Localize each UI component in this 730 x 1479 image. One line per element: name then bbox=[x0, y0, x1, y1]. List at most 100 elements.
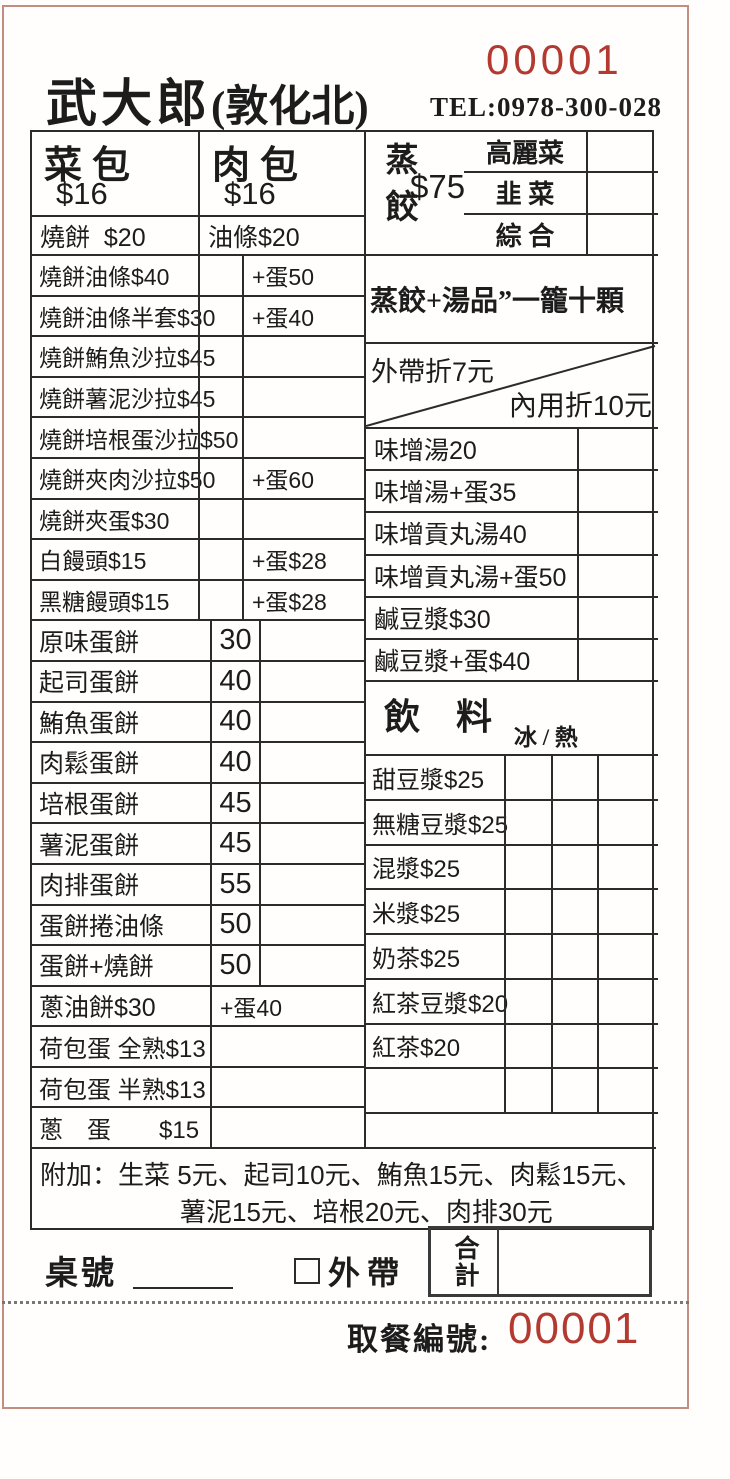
item-price: $75 bbox=[410, 168, 466, 205]
qty-cell bbox=[577, 555, 658, 596]
combo-note-cell: 蒸餃+湯品”一籠十顆 bbox=[366, 254, 658, 342]
hot-qty-cell bbox=[551, 935, 597, 978]
qty-cell bbox=[577, 471, 658, 512]
qty-cell bbox=[210, 1108, 364, 1148]
empty-wide-cell bbox=[366, 1112, 658, 1147]
item-name: 鹹豆漿$30 bbox=[374, 605, 491, 634]
menu-row: 甜豆漿$25 bbox=[366, 754, 658, 799]
menu-row: 紅茶$20 bbox=[366, 1022, 658, 1068]
menu-row: 荷包蛋 半熟$13 bbox=[32, 1065, 364, 1107]
qty-cell bbox=[259, 824, 364, 863]
item-name: 荷包蛋 全熟$13 bbox=[39, 1036, 206, 1064]
drink-rows: 甜豆漿$25 無糖豆漿$25 混漿$25 米漿$25 奶茶$25 紅茶豆漿$20… bbox=[366, 754, 658, 1112]
qty-cell bbox=[597, 979, 658, 1023]
qty-cell bbox=[198, 458, 242, 498]
menu-row: 培根蛋餅 45 bbox=[32, 781, 364, 823]
left-menu-section: 菜包 $16 肉包 $16 燒餅 $20 油條$20 燒餅油條$40 +蛋50 燒… bbox=[32, 132, 364, 1148]
qty-cell bbox=[210, 1067, 364, 1107]
ice-hot-label: 冰 / 熱 bbox=[514, 725, 578, 750]
ice-qty-cell bbox=[504, 890, 551, 933]
right-menu-section: 蒸餃 $75 高麗菜 韭 菜 綜 合 蒸餃+湯品”一籠十顆 外帶折7元 內用折1… bbox=[364, 132, 658, 1147]
pickup-number-label: 取餐編號: bbox=[347, 1322, 492, 1357]
hot-qty-cell bbox=[551, 756, 597, 799]
bun-row-2: 燒餅 $20 油條$20 bbox=[32, 215, 364, 254]
menu-row: 無糖豆漿$25 bbox=[366, 798, 658, 844]
bun-header-row: 菜包 $16 肉包 $16 bbox=[32, 132, 364, 215]
item-name: 肉鬆蛋餅 bbox=[39, 750, 140, 779]
item-name: 甜豆漿$25 bbox=[372, 766, 485, 794]
item-name: 蔥 蛋 $15 bbox=[39, 1117, 200, 1145]
hot-qty-cell bbox=[551, 800, 597, 844]
item-name: 紅茶豆漿$20 bbox=[372, 990, 509, 1018]
item-name: 薯泥蛋餅 bbox=[39, 831, 140, 860]
paper-border bbox=[2, 5, 689, 1409]
item-price: 50 bbox=[210, 905, 259, 945]
flavor-name: 綜 合 bbox=[495, 221, 555, 251]
item-name: 燒餅薯泥沙拉$45 bbox=[39, 386, 216, 413]
item-name: 紅茶$20 bbox=[372, 1035, 461, 1063]
addons-line-2: 薯泥15元、培根20元、肉排30元 bbox=[180, 1197, 553, 1227]
flavor-name: 高麗菜 bbox=[485, 139, 564, 169]
takeout-discount: 外帶折7元 bbox=[371, 357, 495, 387]
item-name bbox=[366, 1069, 504, 1112]
qty-cell bbox=[198, 296, 242, 336]
qty-cell bbox=[210, 1027, 364, 1066]
item-name: 味增湯20 bbox=[374, 437, 477, 466]
menu-row: 奶茶$25 bbox=[366, 933, 658, 978]
item-price: 40 bbox=[210, 702, 259, 742]
item-name: 鹹豆漿+蛋$40 bbox=[374, 647, 531, 676]
item-price: $16 bbox=[56, 176, 108, 211]
menu-row: 燒餅夾蛋$30 bbox=[32, 497, 364, 539]
qty-cell bbox=[198, 418, 242, 457]
menu-row: 燒餅培根蛋沙拉$50 bbox=[32, 416, 364, 457]
item-price: 50 bbox=[210, 946, 259, 985]
egg-addon-note: +蛋$28 bbox=[242, 540, 364, 579]
qty-cell bbox=[597, 845, 658, 889]
menu-row: 燒餅油條$40 +蛋50 bbox=[32, 254, 364, 295]
qty-cell bbox=[259, 702, 364, 742]
flavor-name: 韭 菜 bbox=[495, 180, 555, 210]
item-name: 黑糖饅頭$15 bbox=[39, 589, 170, 616]
diagonal-line bbox=[366, 345, 656, 427]
item-name: 肉包 bbox=[212, 145, 309, 187]
menu-row: 薯泥蛋餅 45 bbox=[32, 822, 364, 863]
qty-cell bbox=[597, 1024, 658, 1068]
menu-row: 蔥 蛋 $15 bbox=[32, 1106, 364, 1148]
discount-cell: 外帶折7元 內用折10元 bbox=[366, 342, 658, 427]
item-price: 45 bbox=[210, 824, 259, 863]
item-name: 蔥油餅$30 bbox=[39, 993, 156, 1022]
item-name: 味增貢丸湯+蛋50 bbox=[374, 563, 567, 592]
ice-qty-cell bbox=[504, 756, 551, 799]
menu-item-youtiao: 油條$20 bbox=[198, 217, 364, 254]
qty-cell bbox=[597, 1069, 658, 1112]
egg-addon-note: +蛋60 bbox=[242, 458, 364, 498]
egg-addon-note: +蛋50 bbox=[242, 256, 364, 295]
takeout-checkbox bbox=[294, 1258, 320, 1284]
item-name: 無糖豆漿$25 bbox=[372, 811, 509, 839]
item-price: 30 bbox=[210, 621, 259, 660]
item-name: 味增湯+蛋35 bbox=[374, 479, 517, 508]
qty-cell bbox=[259, 864, 364, 904]
left-menu-rows: 燒餅油條$40 +蛋50 燒餅油條半套$30 +蛋40 燒餅鮪魚沙拉$45 燒餅薯泥… bbox=[32, 254, 364, 1148]
item-name: 奶茶$25 bbox=[372, 945, 461, 973]
item-name: 原味蛋餅 bbox=[39, 628, 140, 657]
store-branch: (敦化北) bbox=[211, 84, 369, 131]
menu-item-veggie-bun: 菜包 $16 bbox=[32, 132, 198, 215]
qty-cell bbox=[259, 783, 364, 823]
hot-qty-cell bbox=[551, 1069, 597, 1112]
qty-cell bbox=[577, 429, 658, 470]
drinks-section-header: 飲 料 冰 / 熱 bbox=[366, 680, 658, 754]
menu-row: 鹹豆漿+蛋$40 bbox=[366, 637, 658, 681]
qty-cell bbox=[259, 905, 364, 945]
drinks-title: 飲 料 bbox=[384, 697, 493, 737]
item-name: 燒餅夾蛋$30 bbox=[39, 507, 170, 534]
serial-number: 00001 bbox=[486, 36, 623, 83]
item-name: 菜包 bbox=[44, 145, 141, 187]
ice-qty-cell bbox=[504, 845, 551, 889]
item-name: 蛋餅捲油條 bbox=[39, 912, 165, 941]
item-price: 45 bbox=[210, 783, 259, 823]
qty-cell bbox=[259, 661, 364, 701]
combo-note: 蒸餃+湯品”一籠十顆 bbox=[370, 286, 624, 317]
egg-addon-note: +蛋40 bbox=[242, 296, 364, 336]
menu-row: 米漿$25 bbox=[366, 888, 658, 933]
